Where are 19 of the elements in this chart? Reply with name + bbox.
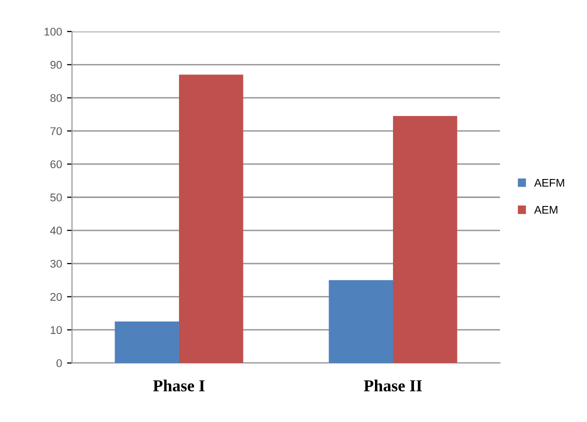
y-tick-label: 80: [50, 94, 62, 102]
y-tick-label: 20: [50, 292, 62, 301]
y-tick-label: 30: [50, 260, 62, 268]
legend-label: AEFM: [534, 178, 564, 187]
legend-label: AEM: [534, 206, 558, 214]
y-tick-label: 60: [50, 160, 62, 168]
y-tick-label: 40: [50, 226, 62, 235]
y-tick-label: 0: [56, 359, 62, 368]
bar: [179, 74, 244, 363]
y-tick-label: 100: [44, 28, 62, 36]
bar: [114, 322, 179, 363]
x-tick-label: Phase II: [364, 380, 422, 392]
y-tick-label: 70: [50, 127, 62, 136]
y-tick-label: 50: [50, 194, 62, 202]
y-tick-label: 90: [50, 60, 62, 69]
bar: [393, 116, 458, 363]
y-tick-label: 10: [50, 326, 62, 334]
x-tick-label: Phase I: [153, 380, 205, 392]
bar: [328, 280, 393, 363]
